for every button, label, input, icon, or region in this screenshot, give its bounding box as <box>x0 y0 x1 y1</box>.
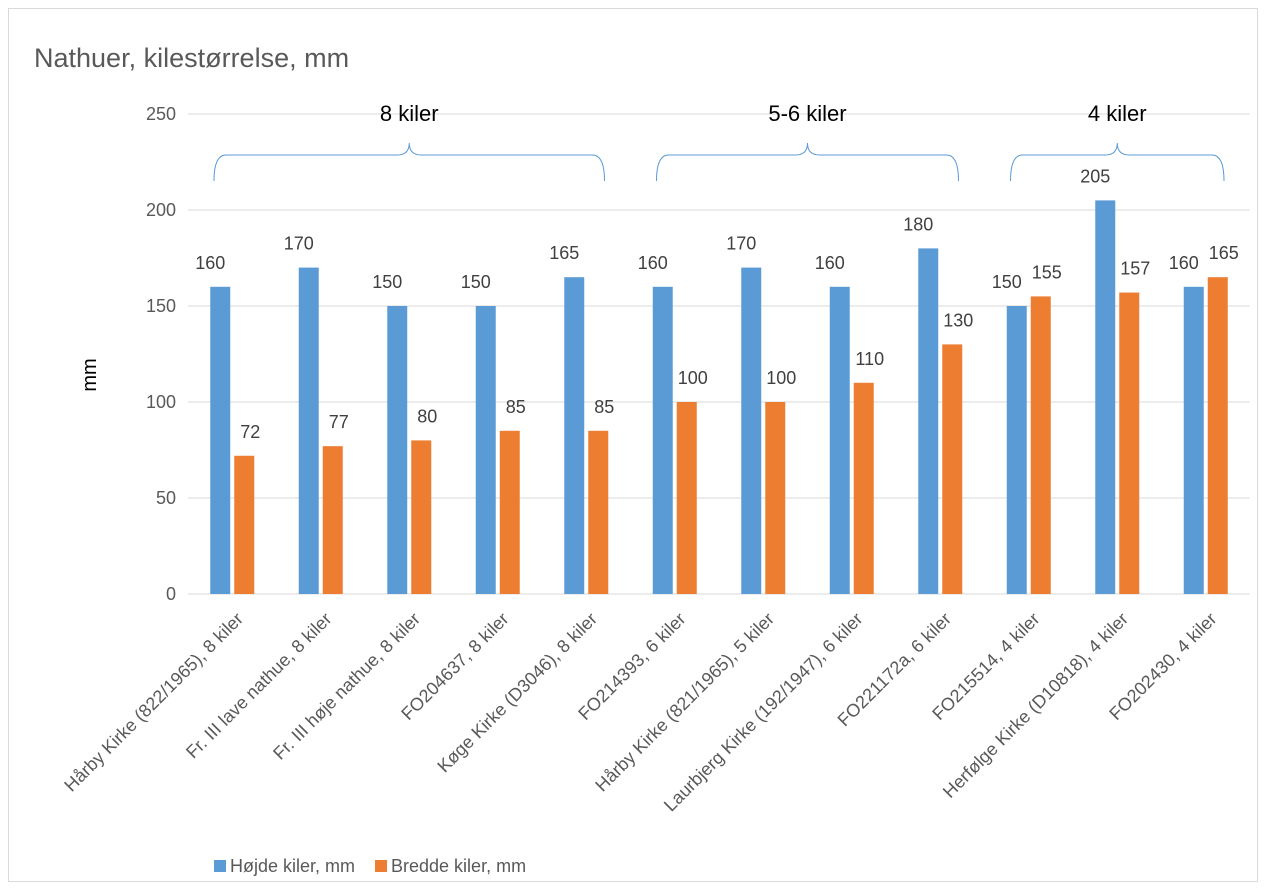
x-tick-label: Fr. III lave nathue, 8 kiler <box>182 609 336 763</box>
x-tick-label: Laurbjerg Kirke (192/1947), 6 kiler <box>660 609 867 816</box>
bar-hojde <box>298 267 319 594</box>
bar-hojde <box>1183 286 1204 594</box>
bar-hojde <box>1006 306 1027 594</box>
data-label-hojde: 170 <box>726 234 756 254</box>
bar-bredde <box>588 430 609 594</box>
data-label-bredde: 155 <box>1032 262 1062 282</box>
y-tick-label: 50 <box>156 488 176 508</box>
bar-bredde <box>322 446 343 594</box>
x-tick-label: Fr. III høje nathue, 8 kiler <box>269 609 424 764</box>
bar-bredde <box>853 382 874 594</box>
legend: Højde kiler, mm Bredde kiler, mm <box>214 856 526 876</box>
data-label-hojde: 170 <box>284 234 314 254</box>
bar-hojde <box>475 306 496 594</box>
data-label-bredde: 130 <box>943 310 973 330</box>
group-bracket <box>1010 142 1225 182</box>
bar-hojde <box>387 306 408 594</box>
legend-label: Bredde kiler, mm <box>391 856 526 876</box>
data-label-hojde: 160 <box>195 253 225 273</box>
y-tick-label: 0 <box>166 584 176 604</box>
y-tick-label: 200 <box>146 200 176 220</box>
legend-label: Højde kiler, mm <box>230 856 355 876</box>
bar-bredde <box>765 402 786 594</box>
group-bracket <box>656 142 959 182</box>
y-tick-label: 100 <box>146 392 176 412</box>
data-label-bredde: 85 <box>506 397 526 417</box>
data-label-bredde: 80 <box>417 406 437 426</box>
bar-hojde <box>741 267 762 594</box>
data-label-hojde: 160 <box>638 253 668 273</box>
bar-hojde <box>829 286 850 594</box>
y-tick-label: 250 <box>146 104 176 124</box>
data-label-bredde: 85 <box>594 397 614 417</box>
group-label: 5-6 kiler <box>768 101 846 126</box>
data-label-bredde: 77 <box>329 412 349 432</box>
data-label-hojde: 150 <box>992 272 1022 292</box>
data-label-hojde: 165 <box>549 243 579 263</box>
bar-bredde <box>499 430 520 594</box>
data-label-hojde: 160 <box>815 253 845 273</box>
data-label-bredde: 110 <box>855 349 884 369</box>
group-brackets: 8 kiler 5-6 kiler 4 kiler <box>213 101 1225 182</box>
bar-bredde <box>1207 277 1228 594</box>
x-tick-label: Herfølge Kirke (D10818), 4 kiler <box>939 609 1132 802</box>
group-label: 4 kiler <box>1088 101 1147 126</box>
data-label-bredde: 157 <box>1120 259 1150 279</box>
bar-bredde <box>1119 292 1140 594</box>
data-label-bredde: 165 <box>1209 243 1239 263</box>
legend-swatch <box>214 860 226 872</box>
bar-hojde <box>918 248 939 594</box>
data-label-hojde: 160 <box>1169 253 1199 273</box>
data-label-hojde: 150 <box>461 272 491 292</box>
bar-bredde <box>411 440 432 594</box>
x-tick-label: Køge Kirke (D3046), 8 kiler <box>433 609 601 777</box>
group-label: 8 kiler <box>380 101 439 126</box>
data-label-hojde: 150 <box>372 272 402 292</box>
bar-hojde <box>564 277 585 594</box>
bar-hojde <box>1095 200 1116 594</box>
gridlines <box>188 113 1250 595</box>
x-tick-label: Hårby Kirke (822/1965), 8 kiler <box>60 609 247 796</box>
data-label-bredde: 72 <box>240 422 260 442</box>
x-tick-label: Hårby Kirke (821/1965), 5 kiler <box>591 609 778 796</box>
data-label-hojde: 205 <box>1080 166 1110 186</box>
data-labels: 160 72 170 77 150 80 150 85 165 85 160 100 170 100 160… <box>195 166 1239 441</box>
bar-bredde <box>676 402 697 594</box>
chart-title: Nathuer, kilestørrelse, mm <box>34 43 349 73</box>
data-label-hojde: 180 <box>903 214 933 234</box>
y-axis-ticks: 0 50 100 150 200 250 <box>146 104 176 604</box>
y-tick-label: 150 <box>146 296 176 316</box>
bar-hojde <box>210 286 231 594</box>
bar-bredde <box>942 344 963 594</box>
legend-swatch <box>375 860 388 872</box>
bars <box>210 200 1228 594</box>
bar-hojde <box>652 286 673 594</box>
bar-bredde <box>234 455 255 594</box>
data-label-bredde: 100 <box>678 368 708 388</box>
y-axis-label: mm <box>79 358 101 391</box>
group-bracket <box>213 142 605 182</box>
bar-bredde <box>1030 296 1051 594</box>
data-label-bredde: 100 <box>766 368 796 388</box>
